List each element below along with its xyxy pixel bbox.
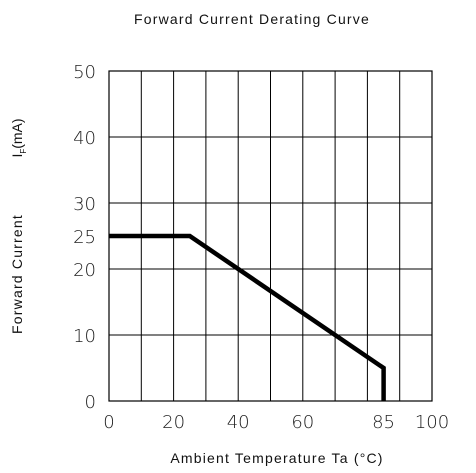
x-axis-label: Ambient Temperature Ta (°C) <box>170 450 383 466</box>
x-tick-label-85: 85 <box>372 412 395 433</box>
y-axis-label: Forward Current <box>9 214 25 334</box>
y-tick-labels: 0 10 20 25 30 40 50 <box>73 62 96 413</box>
y-tick-label-10: 10 <box>73 326 96 347</box>
y-tick-label-50: 50 <box>73 62 96 83</box>
y-tick-label-20: 20 <box>73 260 96 281</box>
y-tick-label-30: 30 <box>73 194 96 215</box>
x-tick-label-60: 60 <box>291 412 314 433</box>
x-tick-label-0: 0 <box>103 412 114 433</box>
y-unit-text: (mA) <box>9 118 25 148</box>
svg-text:IF(mA): IF(mA) <box>9 118 28 157</box>
y-tick-label-40: 40 <box>73 128 96 149</box>
y-unit-symbol: I <box>9 154 25 158</box>
y-unit-subscript: F <box>19 149 28 154</box>
y-tick-label-25: 25 <box>73 227 96 248</box>
x-tick-label-100: 100 <box>415 412 449 433</box>
x-tick-label-20: 20 <box>162 412 185 433</box>
x-tick-labels: 0 20 40 60 85 100 <box>103 412 449 433</box>
series-layer <box>108 233 386 402</box>
grid <box>108 70 433 402</box>
y-axis-unit: IF(mA) <box>9 118 28 157</box>
derating-curve-line <box>109 233 386 401</box>
chart-title: Forward Current Derating Curve <box>134 11 370 27</box>
x-tick-label-40: 40 <box>227 412 250 433</box>
y-tick-label-0: 0 <box>85 392 96 413</box>
